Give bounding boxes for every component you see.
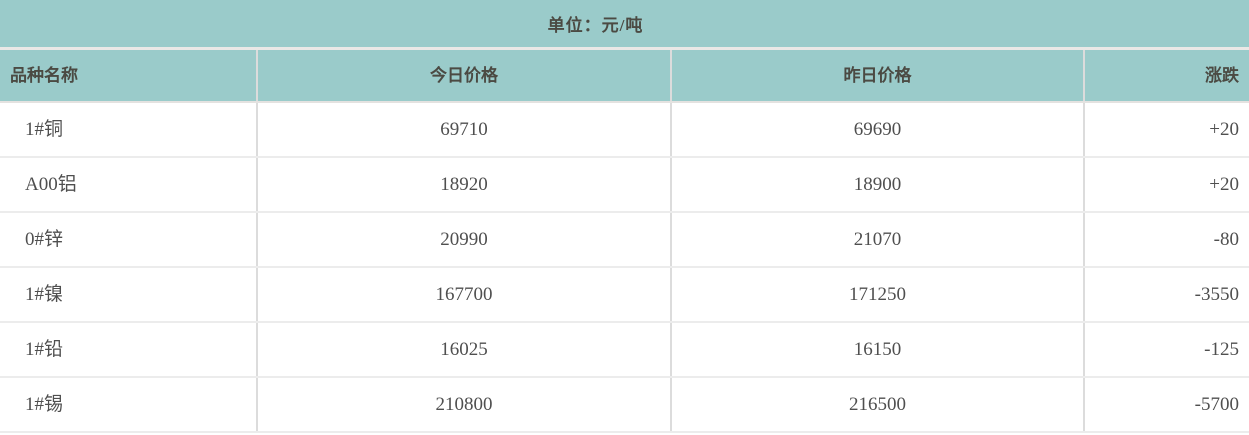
yesterday-price-cell: 21070 xyxy=(672,213,1085,266)
today-price-cell: 20990 xyxy=(258,213,672,266)
variety-name-cell: 1#铅 xyxy=(0,323,258,376)
table-row: 0#锌 20990 21070 -80 xyxy=(0,213,1249,268)
today-price-cell: 167700 xyxy=(258,268,672,321)
yesterday-price-cell: 16150 xyxy=(672,323,1085,376)
yesterday-price-cell: 216500 xyxy=(672,378,1085,431)
today-price-cell: 69710 xyxy=(258,103,672,156)
today-price-cell: 210800 xyxy=(258,378,672,431)
column-header-change: 涨跌 xyxy=(1205,66,1239,85)
today-price-cell: 18920 xyxy=(258,158,672,211)
change-cell: +20 xyxy=(1209,174,1239,195)
today-price-cell: 16025 xyxy=(258,323,672,376)
change-cell: +20 xyxy=(1209,119,1239,140)
yesterday-price-cell: 18900 xyxy=(672,158,1085,211)
table-row: 1#镍 167700 171250 -3550 xyxy=(0,268,1249,323)
unit-label-band: 单位：元/吨 xyxy=(0,0,1249,47)
table-row: 1#铅 16025 16150 -125 xyxy=(0,323,1249,378)
column-header-yesterday-price: 昨日价格 xyxy=(672,50,1085,101)
table-row: A00铝 18920 18900 +20 xyxy=(0,158,1249,213)
column-header-variety: 品种名称 xyxy=(0,50,258,101)
change-cell: -5700 xyxy=(1194,394,1239,415)
yesterday-price-cell: 171250 xyxy=(672,268,1085,321)
yesterday-price-cell: 69690 xyxy=(672,103,1085,156)
variety-name-cell: 1#镍 xyxy=(0,268,258,321)
change-cell: -3550 xyxy=(1194,284,1239,305)
table-row: 1#锡 210800 216500 -5700 xyxy=(0,378,1249,433)
table-header-row: 品种名称 今日价格 昨日价格 涨跌 xyxy=(0,50,1249,103)
change-cell: -80 xyxy=(1213,229,1239,250)
band-separator xyxy=(0,47,1249,50)
column-header-today-price: 今日价格 xyxy=(258,50,672,101)
table-body: 1#铜 69710 69690 +20 A00铝 18920 18900 +20… xyxy=(0,103,1249,433)
unit-label: 单位：元/吨 xyxy=(547,16,644,35)
change-cell: -125 xyxy=(1204,339,1239,360)
variety-name-cell: A00铝 xyxy=(0,158,258,211)
price-table: 品种名称 今日价格 昨日价格 涨跌 1#铜 69710 69690 +20 A0… xyxy=(0,50,1249,433)
variety-name-cell: 0#锌 xyxy=(0,213,258,266)
variety-name-cell: 1#铜 xyxy=(0,103,258,156)
variety-name-cell: 1#锡 xyxy=(0,378,258,431)
table-row: 1#铜 69710 69690 +20 xyxy=(0,103,1249,158)
